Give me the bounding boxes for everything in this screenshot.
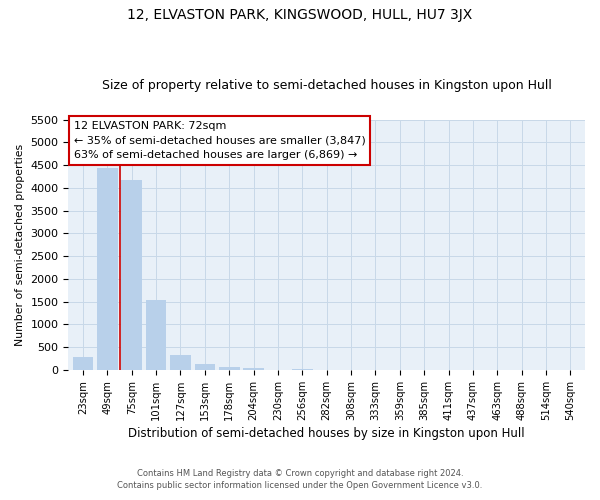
Text: Contains public sector information licensed under the Open Government Licence v3: Contains public sector information licen… <box>118 481 482 490</box>
Bar <box>243 368 264 370</box>
Bar <box>219 366 239 370</box>
Text: 12 ELVASTON PARK: 72sqm
← 35% of semi-detached houses are smaller (3,847)
63% of: 12 ELVASTON PARK: 72sqm ← 35% of semi-de… <box>74 121 365 160</box>
Bar <box>146 300 166 370</box>
Text: 12, ELVASTON PARK, KINGSWOOD, HULL, HU7 3JX: 12, ELVASTON PARK, KINGSWOOD, HULL, HU7 … <box>127 8 473 22</box>
Y-axis label: Number of semi-detached properties: Number of semi-detached properties <box>15 144 25 346</box>
Bar <box>194 364 215 370</box>
Title: Size of property relative to semi-detached houses in Kingston upon Hull: Size of property relative to semi-detach… <box>102 79 551 92</box>
Text: Contains HM Land Registry data © Crown copyright and database right 2024.: Contains HM Land Registry data © Crown c… <box>137 468 463 477</box>
Bar <box>292 368 313 370</box>
X-axis label: Distribution of semi-detached houses by size in Kingston upon Hull: Distribution of semi-detached houses by … <box>128 427 525 440</box>
Bar <box>121 180 142 370</box>
Bar <box>170 355 191 370</box>
Bar <box>73 356 94 370</box>
Bar <box>97 168 118 370</box>
